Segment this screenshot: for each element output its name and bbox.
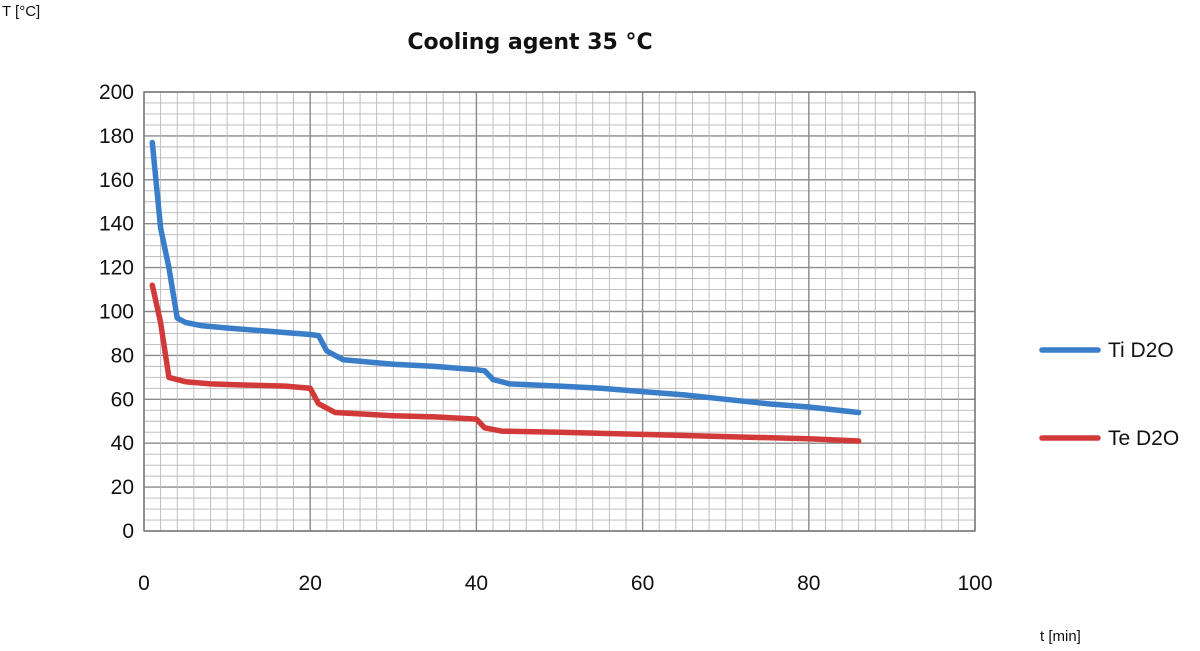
y-tick-label: 80 — [111, 344, 134, 367]
y-tick-label: 60 — [111, 388, 134, 411]
y-tick-label: 0 — [122, 520, 134, 543]
y-tick-label: 180 — [99, 125, 134, 148]
series-line-2 — [149, 282, 862, 444]
x-axis-label: t [min] — [1040, 628, 1081, 645]
x-tick-label: 40 — [465, 572, 488, 595]
y-axis-label: T [°C] — [2, 3, 40, 20]
tick-labels: 0 20 40 60 80 100 120 140 160 180 200 0 20 40 60 80 100 — [99, 81, 993, 595]
x-tick-label: 20 — [299, 572, 322, 595]
y-tick-label: 100 — [99, 301, 134, 324]
y-tick-label: 120 — [99, 257, 134, 280]
y-tick-label: 20 — [111, 476, 134, 499]
y-tick-label: 40 — [111, 432, 134, 455]
legend-label-2: Te D2O — [1108, 427, 1179, 450]
y-tick-label: 160 — [99, 169, 134, 192]
chart-title: Cooling agent 35 °C — [407, 30, 652, 55]
plot-border — [143, 91, 976, 532]
legend-label-1: Ti D2O — [1108, 339, 1174, 362]
legend: Ti D2O Te D2O — [1039, 339, 1179, 450]
grid — [143, 91, 976, 532]
series-lines — [149, 139, 862, 444]
y-tick-label: 200 — [99, 81, 134, 104]
x-tick-label: 80 — [797, 572, 820, 595]
x-tick-label: 100 — [957, 572, 992, 595]
y-tick-label: 140 — [99, 213, 134, 236]
series-line-1 — [149, 139, 862, 416]
x-tick-label: 0 — [138, 572, 150, 595]
x-tick-label: 60 — [631, 572, 654, 595]
